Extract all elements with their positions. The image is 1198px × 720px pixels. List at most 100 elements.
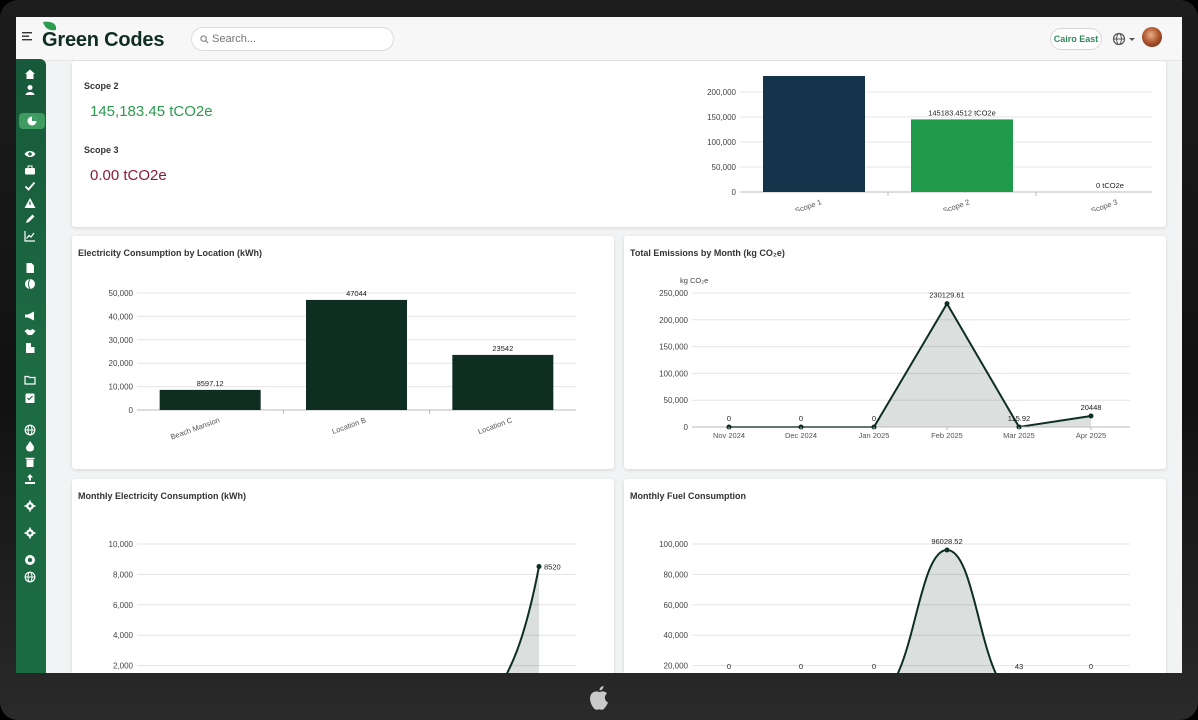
bar-location-c bbox=[452, 354, 554, 410]
y-tick-label: 200,000 bbox=[707, 88, 736, 97]
checklist-icon bbox=[25, 393, 35, 403]
data-label: 0 bbox=[872, 414, 876, 423]
sidebar bbox=[16, 59, 46, 673]
sidebar-item-globe[interactable] bbox=[24, 423, 36, 436]
bar-scope2 bbox=[911, 119, 1013, 192]
y-tick-label: 150,000 bbox=[707, 113, 736, 122]
sidebar-item-handshake[interactable] bbox=[24, 325, 36, 337]
y-axis-label: kg CO₂e bbox=[680, 276, 708, 285]
sidebar-item-globe[interactable] bbox=[24, 570, 36, 583]
y-tick-label: 250,000 bbox=[659, 289, 688, 298]
data-label: 0 bbox=[727, 662, 731, 671]
pie-chart-icon bbox=[27, 116, 37, 126]
globe-half-icon bbox=[25, 278, 35, 290]
eye-icon bbox=[24, 151, 36, 157]
building-icon bbox=[26, 343, 35, 353]
sidebar-item-support[interactable] bbox=[24, 553, 36, 565]
user-icon bbox=[25, 85, 35, 95]
area-fill bbox=[897, 550, 996, 673]
data-label: 47044 bbox=[346, 289, 367, 298]
sidebar-item-globe-half[interactable] bbox=[24, 277, 36, 290]
y-tick-label: 30,000 bbox=[109, 336, 134, 345]
y-tick-label: 10,000 bbox=[109, 383, 134, 392]
sidebar-item-pen[interactable] bbox=[24, 212, 36, 224]
sidebar-item-building[interactable] bbox=[24, 341, 36, 353]
sidebar-item-briefcase[interactable] bbox=[24, 163, 36, 175]
y-tick-label: 0 bbox=[684, 423, 689, 432]
x-tick-label: Location C bbox=[477, 415, 514, 436]
sidebar-item-megaphone[interactable] bbox=[24, 309, 36, 321]
sidebar-item-folder[interactable] bbox=[24, 373, 36, 385]
y-tick-label: 100,000 bbox=[707, 138, 736, 147]
y-tick-label: 8,000 bbox=[113, 570, 134, 579]
data-label: 0 bbox=[799, 662, 803, 671]
sidebar-item-line-chart[interactable] bbox=[24, 229, 36, 242]
fire-icon bbox=[26, 441, 34, 452]
x-tick-label: Scope 2 bbox=[942, 197, 971, 211]
handshake-icon bbox=[24, 329, 36, 335]
sidebar-item-upload[interactable] bbox=[24, 472, 36, 484]
apple-logo-icon bbox=[590, 686, 608, 710]
x-tick-label: Scope 1 bbox=[794, 197, 823, 211]
y-tick-label: 50,000 bbox=[109, 289, 134, 298]
x-tick-label: Jan 2025 bbox=[859, 431, 890, 440]
gear-icon bbox=[24, 500, 36, 512]
data-label: 96028.52 bbox=[931, 537, 962, 546]
data-label: 0 bbox=[727, 414, 731, 423]
y-tick-label: 0 bbox=[129, 406, 134, 415]
sidebar-item-pie-chart[interactable] bbox=[19, 113, 45, 129]
monthly-fuel-chart: 20,000 40,000 60,000 80,000 100,000 0 0 0 96028.… bbox=[659, 537, 1130, 673]
electricity-location-card: Electricity Consumption by Location (kWh… bbox=[72, 236, 614, 469]
data-label: 230129.61 bbox=[929, 291, 964, 300]
card-title: Electricity Consumption by Location (kWh… bbox=[78, 248, 263, 258]
data-label: 0 tCO2e bbox=[1096, 181, 1124, 190]
y-tick-label: 80,000 bbox=[664, 570, 689, 579]
brand-name[interactable]: Green Codes bbox=[42, 29, 165, 51]
emissions-month-card: Total Emissions by Month (kg CO₂e) kg CO… bbox=[624, 236, 1166, 469]
x-tick-label: Dec 2024 bbox=[785, 431, 817, 440]
menu-icon[interactable] bbox=[22, 30, 34, 42]
scope3-label: Scope 3 bbox=[84, 145, 119, 155]
location-badge[interactable]: Cairo East bbox=[1050, 28, 1102, 50]
sidebar-item-warning[interactable] bbox=[24, 196, 36, 208]
check-icon bbox=[24, 181, 36, 191]
sidebar-item-user[interactable] bbox=[24, 83, 36, 95]
scope2-label: Scope 2 bbox=[84, 81, 119, 91]
sidebar-item-gear[interactable] bbox=[24, 526, 36, 539]
avatar[interactable] bbox=[1142, 27, 1162, 47]
sidebar-item-document[interactable] bbox=[24, 261, 36, 273]
y-tick-label: 40,000 bbox=[109, 312, 134, 321]
sidebar-item-trash[interactable] bbox=[24, 455, 36, 467]
support-icon bbox=[25, 555, 35, 565]
sidebar-item-gear[interactable] bbox=[24, 499, 36, 512]
sidebar-item-home[interactable] bbox=[24, 67, 36, 79]
data-label: 8520 bbox=[544, 562, 561, 571]
monthly-fuel-card: Monthly Fuel Consumption 20,000 40,000 60,… bbox=[624, 479, 1166, 673]
data-label: 20448 bbox=[1081, 403, 1102, 412]
top-bar: Green Codes Cairo East bbox=[16, 17, 1182, 61]
data-label: 0 bbox=[1089, 662, 1093, 671]
megaphone-icon bbox=[25, 311, 34, 321]
data-label: 8597.12 bbox=[197, 379, 224, 388]
data-point bbox=[1088, 413, 1094, 419]
data-label: 23542 bbox=[492, 344, 513, 353]
y-tick-label: 200,000 bbox=[659, 316, 688, 325]
language-globe-icon[interactable] bbox=[1112, 32, 1136, 46]
search-input[interactable] bbox=[212, 31, 387, 47]
sidebar-item-check[interactable] bbox=[24, 179, 36, 191]
briefcase-icon bbox=[25, 165, 35, 175]
scope-emissions-chart: 0 50,000 100,000 150,000 200,000 Scope 1 14518… bbox=[707, 76, 1152, 211]
data-point bbox=[1016, 424, 1022, 430]
data-label: 0 bbox=[799, 414, 803, 423]
data-point bbox=[944, 547, 950, 553]
sidebar-item-fire[interactable] bbox=[24, 439, 36, 452]
sidebar-item-eye[interactable] bbox=[24, 147, 36, 159]
x-tick-label: Beach Mansion bbox=[169, 415, 221, 441]
sidebar-item-checklist[interactable] bbox=[24, 391, 36, 403]
y-tick-label: 4,000 bbox=[113, 631, 134, 640]
card-title: Total Emissions by Month (kg CO₂e) bbox=[630, 248, 785, 258]
trash-icon bbox=[25, 457, 35, 467]
pen-icon bbox=[26, 214, 35, 223]
monthly-electricity-chart: 2,000 4,000 6,000 8,000 10,000 8520 bbox=[109, 540, 576, 673]
search-box[interactable] bbox=[191, 27, 394, 51]
